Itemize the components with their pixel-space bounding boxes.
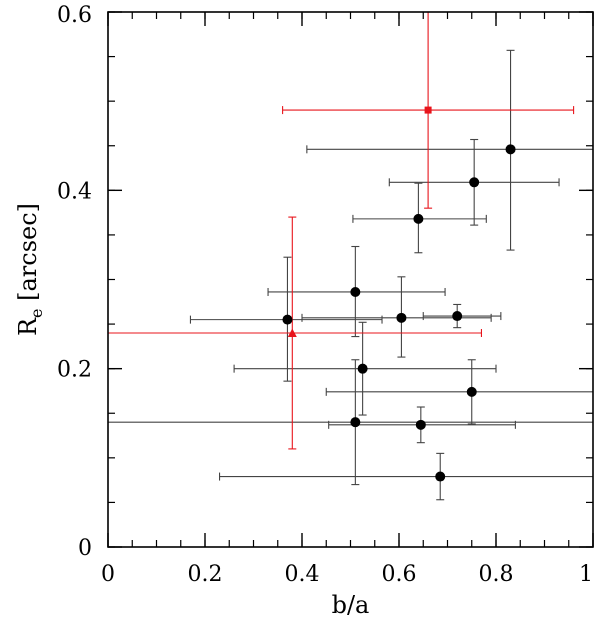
tick-labels: 0 0.2 0.4 0.6 0.8 1 0 0.2 0.4 0.6 [57, 3, 593, 587]
data-point-circle [413, 213, 424, 224]
data-point-circle [469, 177, 480, 188]
data-point-circle [466, 386, 477, 397]
x-tick-label: 0.6 [382, 562, 417, 587]
data-markers [282, 106, 516, 482]
y-axis-label-unit: [arcsec] [14, 203, 42, 309]
data-point-circle [452, 311, 463, 322]
x-tick-label: 0.2 [188, 562, 223, 587]
data-point-triangle [287, 328, 297, 337]
data-point-circle [357, 363, 368, 374]
error-bars [108, 12, 593, 501]
x-tick-label: 0.4 [285, 562, 320, 587]
plot-frame [107, 11, 594, 548]
data-point-square [424, 106, 432, 114]
data-point-circle [282, 314, 293, 325]
data-point-circle [505, 144, 516, 155]
data-point-circle [350, 286, 361, 297]
y-axis-label-main: R [14, 317, 42, 336]
data-point-circle [415, 419, 426, 430]
y-axis-label: Re [arcsec] [14, 203, 46, 336]
data-point-circle [350, 417, 361, 428]
data-point-circle [435, 471, 446, 482]
x-tick-label: 0.8 [479, 562, 514, 587]
data-point-circle [396, 312, 407, 323]
y-tick-label: 0.2 [57, 358, 92, 383]
y-tick-label: 0.4 [57, 179, 92, 204]
x-tick-label: 0 [101, 562, 115, 587]
x-axis-label: b/a [332, 591, 370, 619]
y-tick-label: 0.6 [57, 3, 92, 28]
axis-ticks [107, 11, 594, 548]
x-tick-label: 1 [579, 562, 593, 587]
y-tick-label: 0 [78, 536, 92, 561]
y-axis-label-subscript: e [27, 309, 46, 318]
